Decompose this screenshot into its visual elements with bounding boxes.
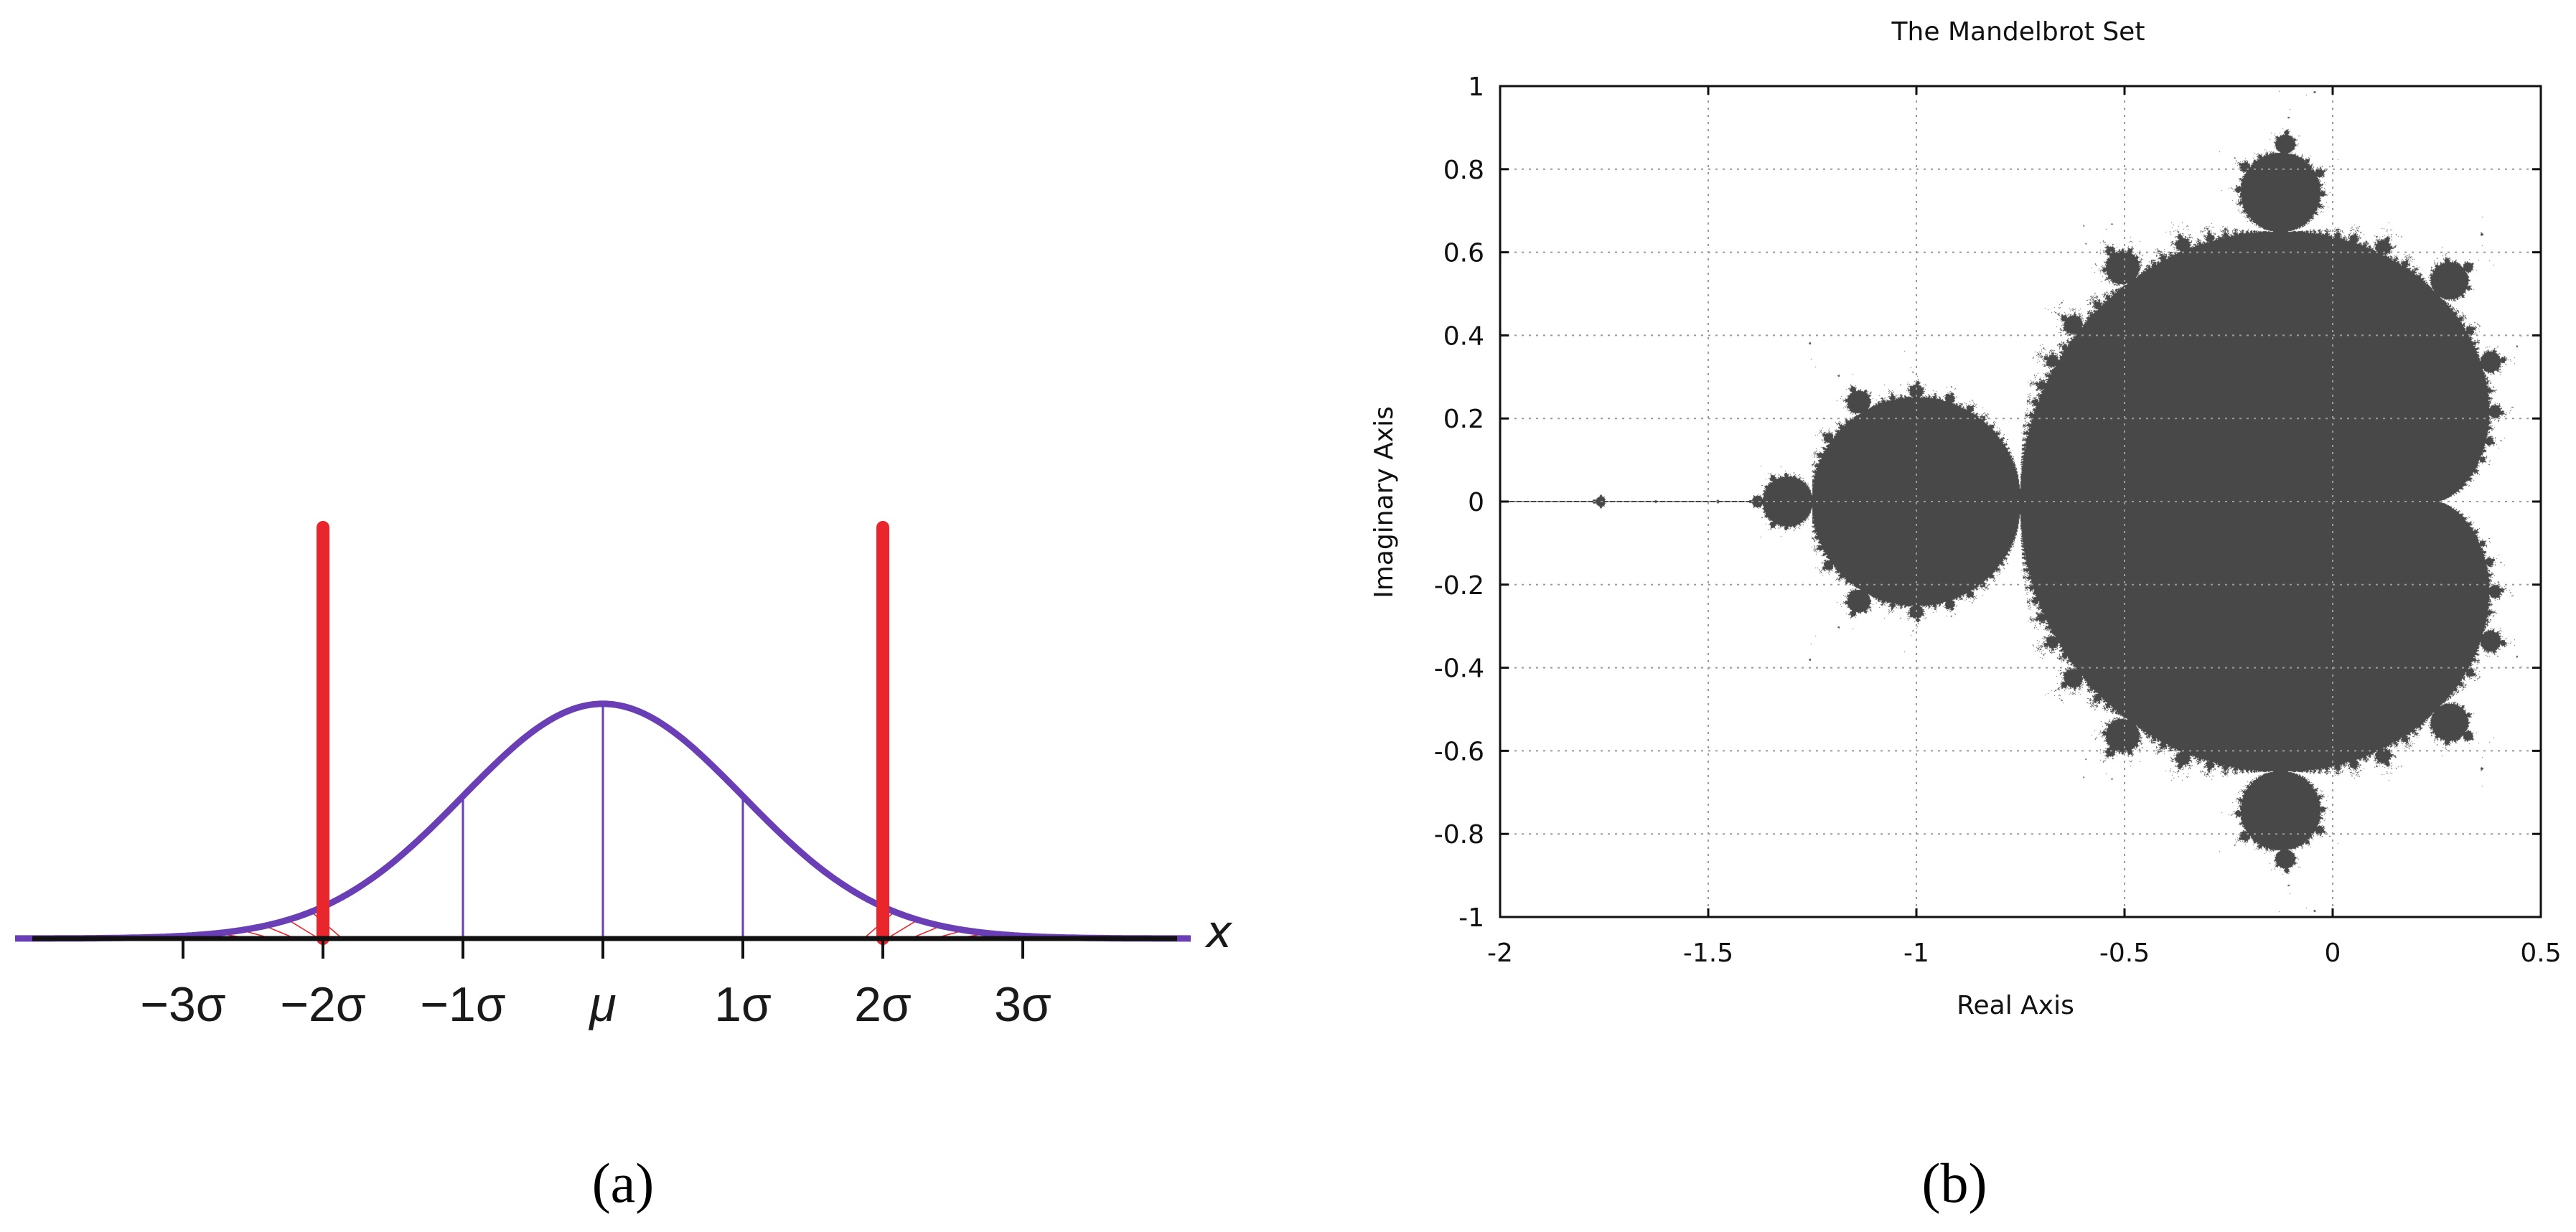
- sigma-tick-label: −2σ: [280, 977, 366, 1032]
- y-tick-label: 0.6: [1443, 239, 1484, 268]
- x-tick-labels: -2 -1.5 -1 -0.5 0 0.5: [1487, 939, 2562, 968]
- y-tick-labels: 1 0.8 0.6 0.4 0.2 0 -0.2 -0.4 -0.6 -0.8 -1: [1434, 72, 1484, 933]
- y-tick-label: -0.8: [1434, 820, 1484, 850]
- sigma-tick-label: 3σ: [994, 977, 1052, 1032]
- axis-ticks: [1499, 85, 2542, 918]
- grid-lines: [1500, 86, 2541, 917]
- y-axis-title: Imaginary Axis: [1369, 406, 1399, 598]
- y-tick-label: 0: [1468, 488, 1484, 517]
- chart-title: The Mandelbrot Set: [1891, 17, 2145, 47]
- y-tick-label: 0.2: [1443, 405, 1484, 434]
- y-tick-label: -0.4: [1434, 654, 1484, 684]
- y-tick-label: -0.2: [1434, 571, 1484, 601]
- y-tick-label: 0.4: [1443, 321, 1484, 351]
- x-axis-title: Real Axis: [1957, 991, 2074, 1020]
- hatch-line: [886, 919, 919, 939]
- x-axis-label: x: [1204, 906, 1233, 958]
- sigma-tick-label: 1σ: [714, 977, 772, 1032]
- hatch-line: [287, 919, 319, 939]
- x-tick-label: -0.5: [2099, 939, 2150, 968]
- x-tick-label: 0: [2325, 939, 2341, 968]
- y-tick-label: 0.8: [1443, 156, 1484, 185]
- y-tick-label: 1: [1468, 72, 1484, 102]
- panel-b-caption: (b): [1922, 1152, 1987, 1214]
- x-tick-label: -2: [1487, 939, 1513, 968]
- x-tick-label: 0.5: [2520, 939, 2561, 968]
- sigma-tick-labels: −3σ −2σ −1σ μ 1σ 2σ 3σ: [140, 977, 1052, 1032]
- x-tick-label: -1: [1903, 939, 1929, 968]
- normal-distribution-panel: −3σ −2σ −1σ μ 1σ 2σ 3σ x (a): [14, 521, 1233, 1214]
- sigma-tick-label: 2σ: [854, 977, 912, 1032]
- sigma-tick-label: −1σ: [420, 977, 506, 1032]
- bell-curve: [14, 700, 1191, 942]
- mandelbrot-panel: The Mandelbrot Set -2 -1.5 -1 -0.5 0 0.5 1 0.8…: [1369, 17, 2562, 1214]
- critical-value-bars: [317, 521, 889, 945]
- sigma-guide-lines: [462, 703, 744, 939]
- sigma-tick-label: μ: [588, 977, 616, 1032]
- sigma-tick-label: −3σ: [140, 977, 226, 1032]
- y-tick-label: -0.6: [1434, 737, 1484, 766]
- x-tick-label: -1.5: [1683, 939, 1733, 968]
- x-axis: [32, 936, 1177, 959]
- panel-a-caption: (a): [592, 1152, 655, 1214]
- y-tick-label: -1: [1458, 903, 1484, 933]
